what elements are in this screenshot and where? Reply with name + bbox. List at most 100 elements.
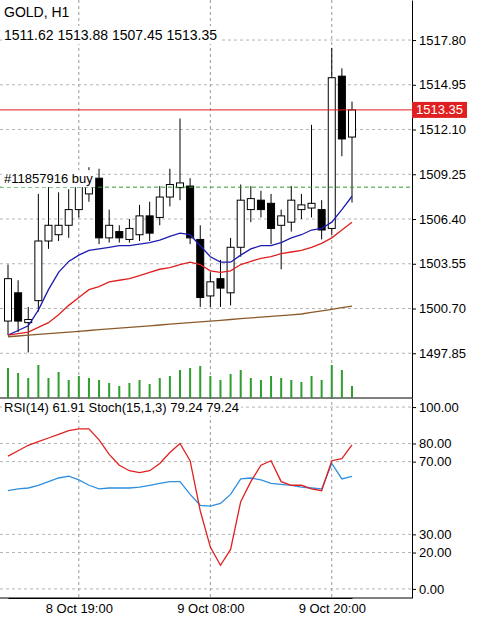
price-tag bbox=[412, 102, 467, 118]
tick-mark bbox=[412, 553, 416, 554]
volume-bar bbox=[169, 376, 171, 398]
candle-body bbox=[5, 279, 12, 321]
grid-line bbox=[0, 308, 412, 309]
tick-mark bbox=[412, 353, 416, 354]
volume-bar bbox=[341, 370, 343, 398]
candle-body bbox=[298, 205, 305, 210]
grid bbox=[0, 0, 412, 598]
volume-bar bbox=[98, 380, 100, 398]
volume-bar bbox=[219, 380, 221, 398]
candle-body bbox=[338, 76, 345, 139]
tick-mark bbox=[412, 589, 416, 590]
tick-label: 70.00 bbox=[419, 454, 452, 469]
volume-bar bbox=[290, 380, 292, 398]
tick-label: 1506.40 bbox=[419, 212, 466, 227]
volume-bar bbox=[230, 374, 232, 398]
candle-wick bbox=[28, 307, 29, 353]
tick-label: 1503.55 bbox=[419, 256, 466, 271]
grid-line bbox=[0, 443, 412, 444]
panel: 100.00 80.00 70.00 30.00 20.00 0.00 8 Oct 19:0… bbox=[0, 399, 459, 617]
grid-line bbox=[0, 534, 412, 535]
tick-label: 1512.10 bbox=[419, 122, 466, 137]
volume-bar bbox=[37, 365, 39, 398]
candle-body bbox=[136, 216, 143, 235]
volume-bar bbox=[118, 386, 120, 398]
grid-line bbox=[0, 219, 412, 220]
x-axis: 8 Oct 19:00 9 Oct 08:00 9 Oct 20:00 bbox=[9, 598, 366, 616]
candle-body bbox=[207, 282, 214, 296]
volume-bar bbox=[17, 373, 19, 398]
volume-bar bbox=[78, 376, 80, 398]
y-tick: 0.00 bbox=[412, 582, 444, 597]
candle-body bbox=[116, 232, 123, 238]
tick-mark bbox=[412, 264, 416, 265]
level-label: #11857916 buy bbox=[4, 171, 93, 186]
subtitle-bg bbox=[2, 26, 219, 44]
tick-label: 1500.70 bbox=[419, 301, 466, 316]
volume-bar bbox=[209, 376, 211, 398]
tick-label: 1514.95 bbox=[419, 77, 466, 92]
candle-body bbox=[35, 241, 42, 301]
x-tick: 8 Oct 19:00 bbox=[46, 598, 113, 616]
marks bbox=[8, 429, 352, 565]
candle-body bbox=[15, 293, 22, 321]
volume-bar bbox=[270, 376, 272, 398]
candle-body bbox=[247, 199, 254, 210]
volume-bar bbox=[250, 378, 252, 398]
tick-mark bbox=[412, 407, 416, 408]
volume-bar bbox=[280, 378, 282, 398]
candle-body bbox=[45, 225, 52, 241]
title: GOLD, H1 bbox=[4, 4, 70, 20]
volume-bar bbox=[189, 368, 191, 398]
volume-bar bbox=[159, 378, 161, 398]
volume-bar bbox=[27, 378, 29, 398]
axis-line-x bbox=[9, 598, 353, 599]
price-tag-label: 1513.35 bbox=[416, 102, 463, 117]
volume-bar bbox=[300, 382, 302, 398]
x-tick: 9 Oct 20:00 bbox=[299, 598, 366, 616]
volume-bar bbox=[351, 386, 353, 398]
volume-bar bbox=[199, 366, 201, 398]
tick-label: 0.00 bbox=[419, 582, 444, 597]
grid-line-x bbox=[78, 0, 79, 598]
volume-bar bbox=[321, 380, 323, 398]
tick-mark bbox=[412, 174, 416, 175]
tick-mark bbox=[412, 40, 416, 41]
candle-body bbox=[146, 216, 153, 233]
candle-body bbox=[328, 78, 335, 229]
volume-bar bbox=[128, 383, 130, 398]
tick-mark bbox=[412, 443, 416, 444]
volume-bar bbox=[331, 365, 333, 398]
panel-border bbox=[0, 598, 412, 599]
y-tick: 1497.85 bbox=[412, 346, 466, 361]
volume-bar bbox=[139, 380, 141, 398]
volume-bar bbox=[149, 384, 151, 398]
tick-label: 9 Oct 20:00 bbox=[299, 601, 366, 616]
y-axis: 1517.801514.951512.101509.251506.401503.… bbox=[412, 1, 466, 399]
y-tick: 1503.55 bbox=[412, 256, 466, 271]
tick-mark bbox=[412, 462, 416, 463]
tick-label: 9 Oct 08:00 bbox=[177, 601, 244, 616]
tick-mark bbox=[412, 130, 416, 131]
tick-mark bbox=[412, 85, 416, 86]
axis-line bbox=[412, 1, 413, 399]
tick-label: 80.00 bbox=[419, 436, 452, 451]
candle-body bbox=[126, 228, 133, 239]
tick-label: 100.00 bbox=[419, 400, 459, 415]
y-tick: 70.00 bbox=[412, 454, 452, 469]
tick-label: 1509.25 bbox=[419, 167, 466, 182]
x-tick: 9 Oct 08:00 bbox=[177, 598, 244, 616]
y-tick: 30.00 bbox=[412, 527, 452, 542]
candle-body bbox=[55, 225, 62, 234]
y-tick: 1509.25 bbox=[412, 167, 466, 182]
title: RSI(14) 61.91 Stoch(15,1,3) 79.24 79.24 bbox=[4, 400, 239, 415]
grid-line bbox=[0, 552, 412, 553]
grid-line bbox=[0, 461, 412, 462]
title-bg bbox=[2, 399, 241, 416]
volume-bar bbox=[240, 370, 242, 398]
tick-label: 1497.85 bbox=[419, 346, 466, 361]
y-tick: 1514.95 bbox=[412, 77, 466, 92]
candle-body bbox=[308, 203, 315, 208]
y-tick: 20.00 bbox=[412, 545, 452, 560]
grid-line bbox=[0, 84, 412, 85]
